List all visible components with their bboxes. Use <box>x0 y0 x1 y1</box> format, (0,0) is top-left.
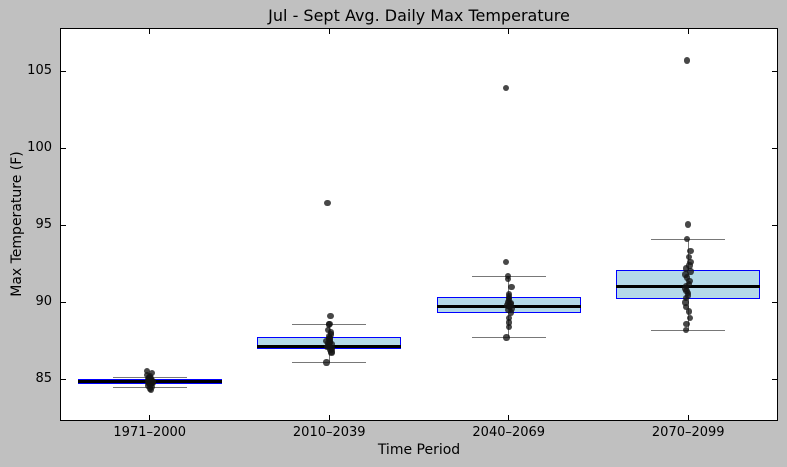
y-tick-label: 85 <box>35 371 52 387</box>
chart-title: Jul - Sept Avg. Daily Max Temperature <box>268 6 570 25</box>
x-tick-label: 2010–2039 <box>292 425 366 440</box>
data-point <box>147 386 154 394</box>
data-point <box>685 253 693 261</box>
data-point <box>687 268 694 275</box>
data-point <box>505 314 512 321</box>
y-tick-mark <box>772 70 777 72</box>
x-tick-mark <box>328 415 330 420</box>
y-tick-label: 95 <box>35 217 52 233</box>
x-tick-mark <box>149 415 151 420</box>
data-point <box>686 262 693 269</box>
y-tick-label: 90 <box>35 294 52 310</box>
data-point <box>328 349 335 357</box>
data-point <box>505 323 512 331</box>
data-point <box>143 367 150 375</box>
data-point <box>508 283 515 291</box>
data-point <box>685 308 693 315</box>
data-point <box>508 309 515 316</box>
y-tick-mark <box>61 378 66 380</box>
data-point <box>683 57 691 64</box>
y-tick-label: 100 <box>27 140 52 156</box>
data-point <box>325 321 333 328</box>
x-tick-mark <box>508 415 510 420</box>
x-tick-mark <box>149 29 151 34</box>
y-tick-mark <box>61 224 66 226</box>
x-tick-label: 2070–2099 <box>651 425 725 440</box>
data-point <box>683 320 690 328</box>
x-tick-mark <box>687 29 689 34</box>
data-point <box>502 84 510 92</box>
data-point <box>324 199 331 207</box>
plot-area <box>60 28 778 421</box>
data-point <box>505 319 513 326</box>
data-point <box>682 265 690 272</box>
y-tick-mark <box>772 224 777 226</box>
x-tick-label: 2040–2069 <box>472 425 546 440</box>
x-tick-mark <box>687 415 689 420</box>
x-tick-mark <box>508 29 510 34</box>
data-point <box>682 303 690 311</box>
data-point <box>324 326 332 334</box>
x-tick-label: 1971–2000 <box>113 425 187 440</box>
data-point <box>684 221 691 228</box>
data-point <box>683 294 690 301</box>
data-point <box>683 326 690 334</box>
y-tick-label: 105 <box>27 63 52 79</box>
y-tick-mark <box>61 147 66 149</box>
x-axis-label: Time Period <box>377 442 461 458</box>
data-point <box>323 359 330 366</box>
data-point <box>686 314 694 321</box>
y-tick-mark <box>772 301 777 303</box>
y-tick-mark <box>772 378 777 380</box>
y-tick-mark <box>61 301 66 303</box>
data-point <box>683 235 691 243</box>
data-point <box>502 259 510 266</box>
x-tick-mark <box>328 29 330 34</box>
data-point <box>685 280 693 288</box>
data-point <box>682 299 689 306</box>
data-point <box>503 334 510 341</box>
data-point <box>687 247 694 254</box>
data-point <box>327 313 334 320</box>
y-tick-mark <box>772 147 777 149</box>
y-tick-mark <box>61 70 66 72</box>
data-point <box>504 276 511 283</box>
